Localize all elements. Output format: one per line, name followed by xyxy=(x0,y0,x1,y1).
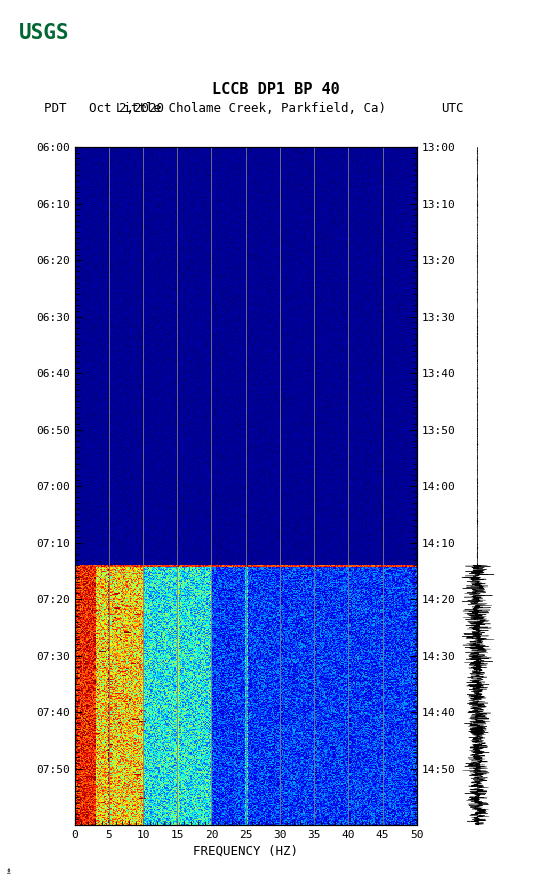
Text: PDT   Oct 2,2020: PDT Oct 2,2020 xyxy=(44,103,164,115)
Text: LCCB DP1 BP 40: LCCB DP1 BP 40 xyxy=(212,82,340,96)
Text: UTC: UTC xyxy=(442,103,464,115)
X-axis label: FREQUENCY (HZ): FREQUENCY (HZ) xyxy=(193,844,298,857)
Text: USGS: USGS xyxy=(19,23,70,43)
Text: Little Cholame Creek, Parkfield, Ca): Little Cholame Creek, Parkfield, Ca) xyxy=(116,103,386,115)
Text: ♗: ♗ xyxy=(6,866,12,876)
Polygon shape xyxy=(9,18,26,45)
